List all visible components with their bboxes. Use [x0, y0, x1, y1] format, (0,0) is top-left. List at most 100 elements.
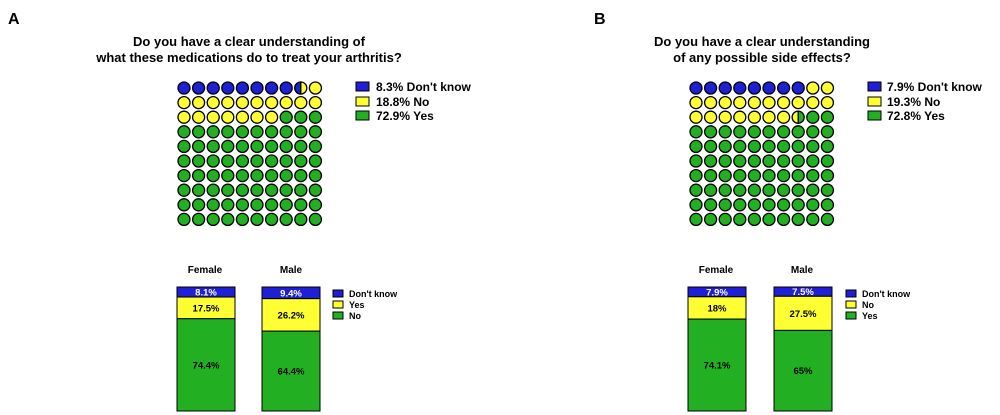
waffle-dot — [762, 110, 776, 124]
waffle-dot — [776, 125, 791, 139]
waffle-dot — [221, 95, 235, 110]
waffle-dot — [689, 110, 703, 124]
waffle-dot — [308, 154, 323, 168]
waffle-dot — [250, 168, 264, 183]
bar-data-label: 7.9% — [706, 287, 728, 298]
waffle-dot — [689, 81, 703, 95]
bar-legend-swatch-no-b — [845, 300, 857, 309]
waffle-dot — [689, 212, 703, 227]
waffle-dot — [820, 198, 835, 212]
waffle-dot — [235, 95, 250, 110]
waffle-dot — [177, 212, 191, 227]
waffle-dot — [689, 183, 703, 197]
waffle-dot — [279, 212, 293, 227]
waffle-dot — [791, 198, 805, 212]
waffle-dot — [718, 81, 732, 95]
waffle-dot — [776, 95, 791, 110]
waffle-dot — [776, 168, 791, 183]
waffle-dot — [279, 198, 293, 212]
waffle-dot — [191, 183, 206, 197]
waffle-dot — [718, 198, 732, 212]
bar-segment — [773, 295, 833, 331]
waffle-dot — [718, 125, 732, 139]
waffle-dot — [689, 198, 703, 212]
waffle-dot — [791, 212, 805, 227]
waffle-dot — [791, 154, 805, 168]
waffle-dot — [206, 81, 220, 95]
waffle-dot — [747, 198, 762, 212]
waffle-dot — [776, 183, 791, 197]
waffle-dot — [703, 139, 718, 154]
waffle-dot — [733, 168, 747, 183]
waffle-dot — [806, 212, 820, 227]
waffle-dot — [250, 110, 264, 124]
waffle-dot — [791, 81, 805, 95]
bar-data-label: 7.5% — [792, 287, 814, 298]
bar-category-male-a: Male — [280, 265, 303, 276]
waffle-dot — [820, 95, 835, 110]
waffle-dot — [733, 183, 747, 197]
bar-data-label: 17.5% — [193, 303, 220, 314]
bar-legend-label-no-b: No — [862, 300, 874, 310]
waffle-dot — [718, 168, 732, 183]
waffle-dot — [791, 139, 805, 154]
waffle-dot — [235, 125, 250, 139]
waffle-dot — [206, 198, 220, 212]
legend-swatch-dont-know — [355, 81, 370, 92]
waffle-dot — [747, 125, 762, 139]
waffle-dot — [235, 168, 250, 183]
waffle-dot — [191, 110, 206, 124]
waffle-dot — [264, 212, 279, 227]
waffle-dot — [762, 95, 776, 110]
bar-data-label: 74.4% — [193, 360, 220, 371]
waffle-dot — [703, 81, 718, 95]
bar-legend-label-dont-know: Don't know — [349, 289, 398, 299]
waffle-dot — [221, 183, 235, 197]
waffle-dot — [250, 139, 264, 154]
waffle-dot — [206, 110, 220, 124]
waffle-dot — [279, 81, 293, 95]
waffle-dot — [689, 139, 703, 154]
waffle-dot — [718, 183, 732, 197]
waffle-dot — [191, 95, 206, 110]
waffle-dot — [177, 81, 191, 95]
waffle-dot — [177, 110, 191, 124]
bar-legend-swatch-yes-b — [845, 311, 857, 320]
bar-data-label: 9.4% — [280, 288, 302, 299]
waffle-dot — [308, 198, 323, 212]
waffle-dot — [221, 81, 235, 95]
bar-legend-b: Don't know No Yes — [845, 289, 911, 321]
waffle-dot — [703, 183, 718, 197]
waffle-dot — [191, 198, 206, 212]
waffle-dot — [747, 154, 762, 168]
waffle-dot — [718, 154, 732, 168]
waffle-dot — [776, 154, 791, 168]
waffle-dot — [250, 154, 264, 168]
waffle-dot — [747, 110, 762, 124]
waffle-dot — [703, 168, 718, 183]
waffle-dot — [308, 110, 323, 124]
waffle-dot — [264, 125, 279, 139]
waffle-dot — [221, 139, 235, 154]
waffle-dot — [703, 212, 718, 227]
waffle-dot — [718, 110, 732, 124]
bar-legend-label-no: No — [349, 311, 361, 321]
bar-legend-label-yes-b: Yes — [862, 311, 878, 321]
waffle-dot — [806, 125, 820, 139]
waffle-dot — [279, 168, 293, 183]
waffle-dot — [294, 95, 308, 110]
waffle-dot — [776, 139, 791, 154]
waffle-dot — [689, 154, 703, 168]
bar-legend-swatch-dont-know-b — [845, 289, 857, 298]
waffle-dot — [294, 168, 308, 183]
waffle-dot — [718, 95, 732, 110]
waffle-dot — [747, 81, 762, 95]
panel-b: B Do you have a clear understanding of a… — [594, 11, 983, 412]
waffle-dot — [308, 95, 323, 110]
waffle-dot — [294, 125, 308, 139]
waffle-dot — [689, 95, 703, 110]
waffle-dot — [206, 183, 220, 197]
waffle-title-b-line1: Do you have a clear understanding — [654, 34, 870, 49]
waffle-dot — [221, 198, 235, 212]
